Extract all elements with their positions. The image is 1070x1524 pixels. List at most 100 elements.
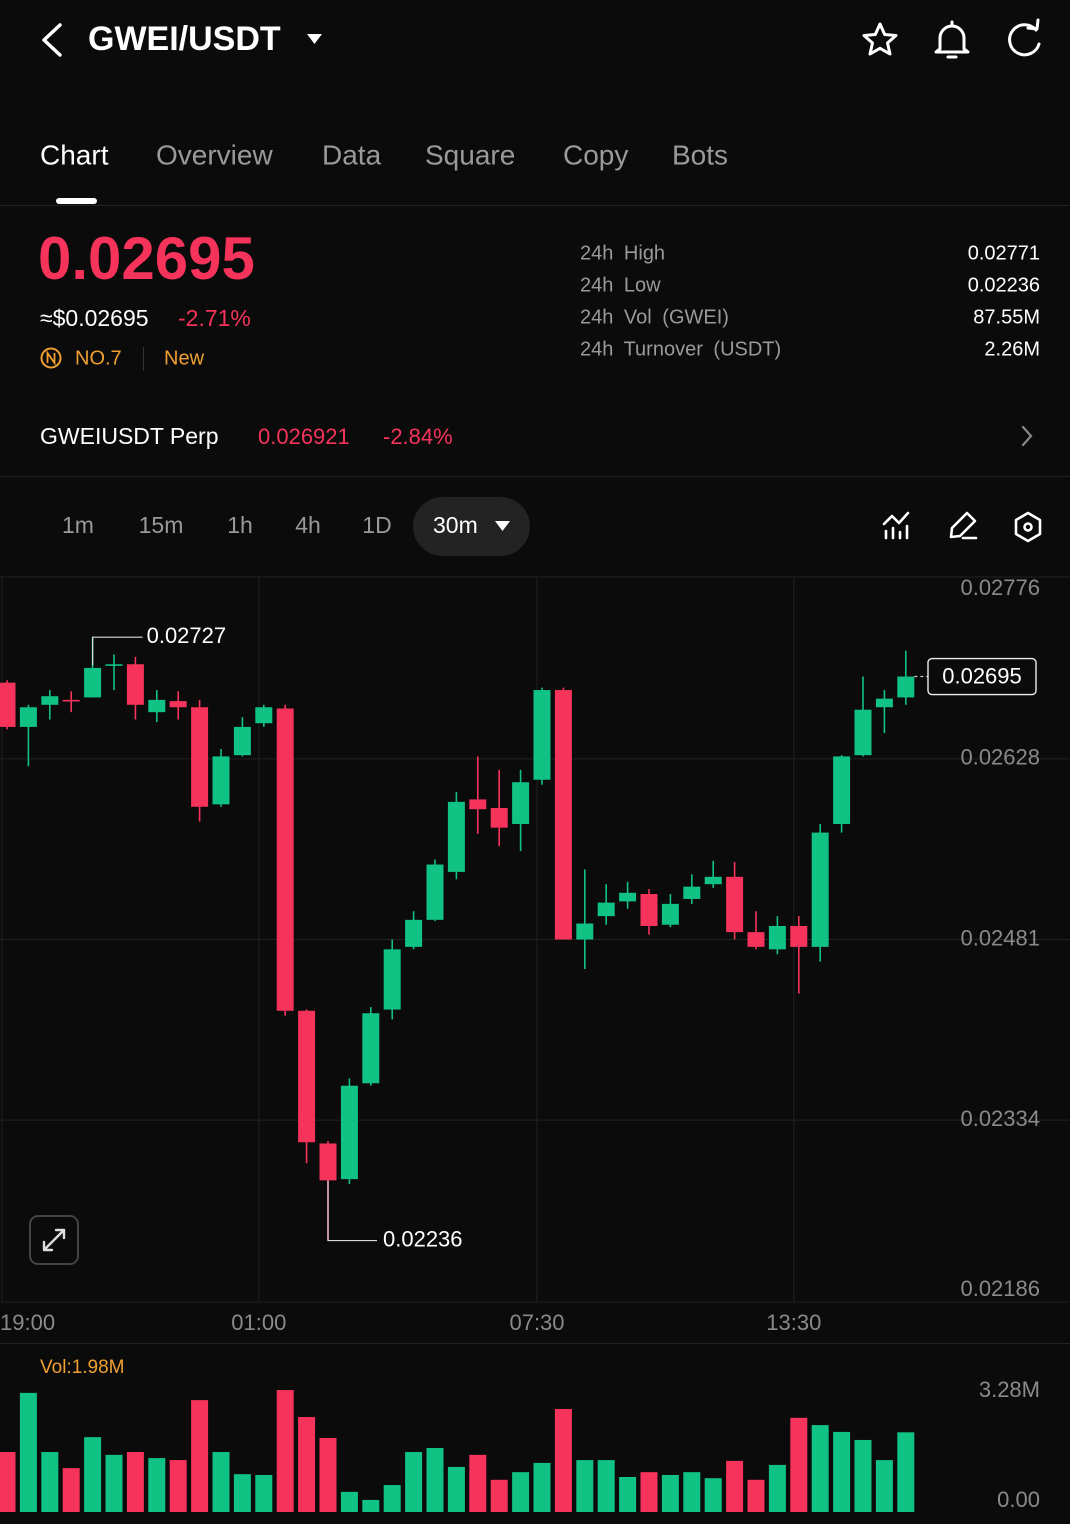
volume-bar xyxy=(833,1431,851,1512)
candle-body xyxy=(533,690,551,780)
tab-indicator xyxy=(56,198,97,204)
tab[interactable]: Bots xyxy=(672,139,728,170)
volume-bar xyxy=(169,1460,187,1512)
candle-body xyxy=(512,782,530,824)
interval[interactable]: 15m xyxy=(139,512,184,538)
interval[interactable]: 1m xyxy=(62,512,94,538)
hexagon-center xyxy=(1023,522,1033,532)
candle-body xyxy=(811,832,829,947)
separator xyxy=(143,347,144,371)
volume-bar xyxy=(661,1474,679,1512)
volume-bar xyxy=(533,1462,551,1512)
expand-icon xyxy=(42,1228,66,1252)
candle-body xyxy=(469,799,487,810)
candle-body xyxy=(619,892,637,902)
pencil xyxy=(949,511,977,539)
volume-chart: 3.28M 0.00 xyxy=(0,1377,1070,1513)
x-tick-label: 19:00 xyxy=(0,1310,55,1335)
volume-bar xyxy=(191,1400,209,1512)
volume-bar xyxy=(490,1479,508,1512)
volume-bar xyxy=(362,1499,380,1512)
tag[interactable]: New xyxy=(164,347,205,369)
divider xyxy=(0,476,1070,477)
perp-change: -2.84% xyxy=(383,424,453,449)
volume-bar xyxy=(554,1408,572,1512)
volume-bar xyxy=(597,1460,615,1512)
y-tick-label: 0.00 xyxy=(997,1487,1040,1512)
volume-bar xyxy=(704,1478,722,1512)
candle-body xyxy=(576,923,594,940)
candle-body xyxy=(84,667,102,698)
usd-price: ≈$0.02695 xyxy=(40,305,149,331)
volume-bar xyxy=(148,1458,166,1512)
interval[interactable]: 1D xyxy=(362,512,391,538)
volume-bar xyxy=(811,1425,829,1512)
refresh-icon[interactable] xyxy=(1008,18,1041,57)
volume-bar xyxy=(447,1466,465,1512)
tab[interactable]: Data xyxy=(322,139,382,170)
volume-bar xyxy=(126,1452,144,1512)
candle-body xyxy=(0,682,16,727)
rank[interactable]: NO.7 xyxy=(75,347,122,369)
rank-icon xyxy=(40,347,62,369)
tab[interactable]: Copy xyxy=(563,139,628,170)
candle-body xyxy=(212,756,230,805)
interval[interactable]: 4h xyxy=(295,512,321,538)
volume-bar xyxy=(383,1485,401,1512)
divider xyxy=(0,205,1070,206)
alert-icon[interactable] xyxy=(934,20,970,59)
volume-bar xyxy=(640,1472,658,1512)
candle-body xyxy=(554,690,572,940)
pair-dropdown[interactable] xyxy=(307,34,322,44)
volume-bar xyxy=(233,1474,251,1512)
perp-name[interactable]: GWEIUSDT Perp xyxy=(40,423,219,449)
low-marker-label: 0.02236 xyxy=(383,1226,463,1251)
bell xyxy=(934,24,970,54)
x-tick-label: 01:00 xyxy=(231,1310,286,1335)
tab[interactable]: Overview xyxy=(156,139,273,170)
y-tick-label: 0.02776 xyxy=(960,575,1040,600)
indicator-icon[interactable] xyxy=(882,511,910,540)
candle-body xyxy=(597,902,615,917)
candle-body xyxy=(298,1010,316,1143)
low-marker-line xyxy=(327,1180,377,1242)
volume-bar xyxy=(790,1417,808,1512)
x-tick-label: 07:30 xyxy=(509,1310,564,1335)
y-tick-label: 0.02186 xyxy=(960,1276,1040,1301)
pair-title[interactable]: GWEI/USDT xyxy=(88,20,281,58)
candle-body xyxy=(768,925,786,950)
volume-bar xyxy=(62,1468,80,1512)
candle-body xyxy=(704,876,722,885)
volume-bar xyxy=(340,1491,358,1512)
tab[interactable]: Chart xyxy=(40,139,109,170)
selected-interval-pill[interactable] xyxy=(413,497,530,556)
volume-bar xyxy=(276,1390,294,1512)
interval[interactable]: 1h xyxy=(227,512,253,538)
draw-icon[interactable] xyxy=(949,511,978,540)
selected-interval[interactable]: 30m xyxy=(433,512,478,538)
indicator-bars xyxy=(884,524,909,540)
rank-icon-letter xyxy=(46,350,56,366)
last-price-label: 0.02695 xyxy=(942,663,1022,688)
candle-body xyxy=(426,864,444,920)
refresh-arrow xyxy=(1026,18,1040,31)
interval-dropdown[interactable] xyxy=(495,521,510,531)
candle-body xyxy=(854,709,872,756)
favorite-icon[interactable] xyxy=(862,22,898,56)
stat-value: 0.02236 xyxy=(968,274,1040,296)
stat-value: 87.55M xyxy=(973,306,1040,328)
candle-body xyxy=(169,701,187,708)
volume-bar xyxy=(768,1464,786,1512)
high-marker-label: 0.02727 xyxy=(147,623,227,648)
refresh-arc xyxy=(1008,23,1041,57)
perp-chevron[interactable] xyxy=(1021,425,1033,447)
volume-title: Vol:1.98M xyxy=(40,1357,125,1378)
tab[interactable]: Square xyxy=(425,139,515,170)
volume-bar xyxy=(469,1454,487,1512)
candle-body xyxy=(319,1143,337,1181)
candle-body xyxy=(62,699,80,702)
settings-icon[interactable] xyxy=(1014,511,1042,543)
back-button[interactable] xyxy=(42,23,62,57)
indicator-line xyxy=(882,511,910,526)
volume-bar xyxy=(298,1417,316,1512)
